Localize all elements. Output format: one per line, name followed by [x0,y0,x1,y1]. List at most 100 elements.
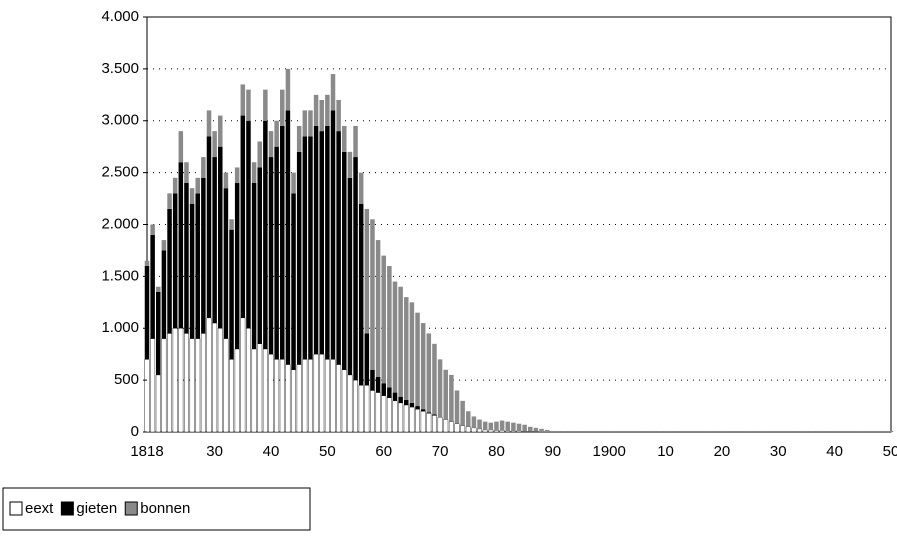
bar-segment [821,430,826,432]
legend-box [2,487,311,531]
bar-segment [172,177,178,194]
bar-segment [527,431,533,433]
bar-segment [528,426,533,432]
bar-segment [432,415,437,433]
bar-segment [398,286,403,397]
bar-segment [488,429,494,433]
x-tick-label: 1900 [592,443,625,460]
bar-segment [229,229,234,360]
bar-segment [426,413,432,433]
y-tick-label: 3.500 [101,60,139,77]
bar-segment [178,328,184,433]
legend-label: bonnen [140,500,190,517]
bar-segment [606,430,612,432]
bar-segment [804,430,809,432]
bar-segment [522,431,528,433]
bar-segment [612,430,618,432]
bar-segment [302,359,308,433]
bar-segment [437,417,443,433]
bar-segment [144,266,150,360]
bar-segment [449,374,454,422]
bar-segment [370,369,375,391]
bar-segment [680,430,685,432]
bar-segment [161,250,167,339]
bar-segment [685,430,691,432]
bar-segment [257,141,262,168]
bar-segment [460,425,466,433]
y-tick-label: 3.000 [101,112,139,129]
bar-segment [234,348,240,433]
bar-segment [353,125,358,158]
bar-segment [595,430,601,432]
bar-segment [291,172,296,194]
bar-segment [150,338,156,433]
bar-segment [747,430,753,432]
bar-segment [809,430,815,432]
x-tick-label: 30 [206,443,223,460]
y-tick-label: 2.000 [101,215,139,232]
bar-segment [432,343,437,415]
bar-segment [871,430,877,432]
bar-segment [262,348,268,433]
legend-label: eext [25,500,54,517]
bar-segment [263,89,268,121]
bar-segment [319,353,325,433]
bar-segment [364,208,370,334]
bar-segment [313,353,319,433]
bar-segment [590,430,595,432]
bar-segment [510,430,516,433]
bar-segment [556,430,561,432]
bar-segment [246,89,251,121]
bar-segment [178,162,184,329]
bar-segment [251,183,257,349]
bar-segment [308,359,313,433]
bar-segment [759,430,764,432]
bar-segment [144,359,150,433]
bar-segment [274,120,279,147]
bar-segment [719,430,725,432]
bar-segment [629,430,634,432]
bar-segment [324,359,330,433]
bar-segment [753,430,758,432]
bar-segment [201,157,206,178]
bar-segment [443,419,449,433]
bar-segment [144,260,150,266]
bar-segment [646,430,651,432]
bar-segment [150,224,155,235]
bar-segment [189,338,195,433]
bar-segment [308,110,313,137]
bar-segment [189,203,195,339]
bar-segment [223,338,229,433]
bar-segment [358,385,364,433]
bar-segment [798,430,804,432]
bar-segment [358,172,364,204]
bar-segment [280,125,285,360]
bar-segment [291,369,297,433]
bar-segment [229,359,234,433]
y-tick-label: 500 [114,371,139,388]
bar-segment [770,430,775,432]
bar-segment [398,402,404,433]
bar-segment [370,219,375,370]
x-tick-label: 40 [263,443,280,460]
bar-segment [234,167,240,183]
bar-segment [330,74,336,111]
bar-segment [234,183,240,349]
bar-segment [482,421,488,430]
bar-segment [499,420,505,431]
bar-segment [420,409,426,412]
bar-segment [539,428,544,432]
bar-segment [494,421,499,431]
bar-segment [736,430,742,432]
bar-segment [482,429,488,433]
bar-segment [206,317,212,433]
bar-segment [172,193,178,329]
x-tick-label: 1818 [130,443,163,460]
bar-segment [263,120,268,349]
bar-segment [195,177,200,194]
bar-segment [341,369,347,433]
bar-segment [567,430,572,432]
bar-segment [172,328,178,433]
bar-segment [415,408,421,433]
bar-segment [854,430,860,432]
